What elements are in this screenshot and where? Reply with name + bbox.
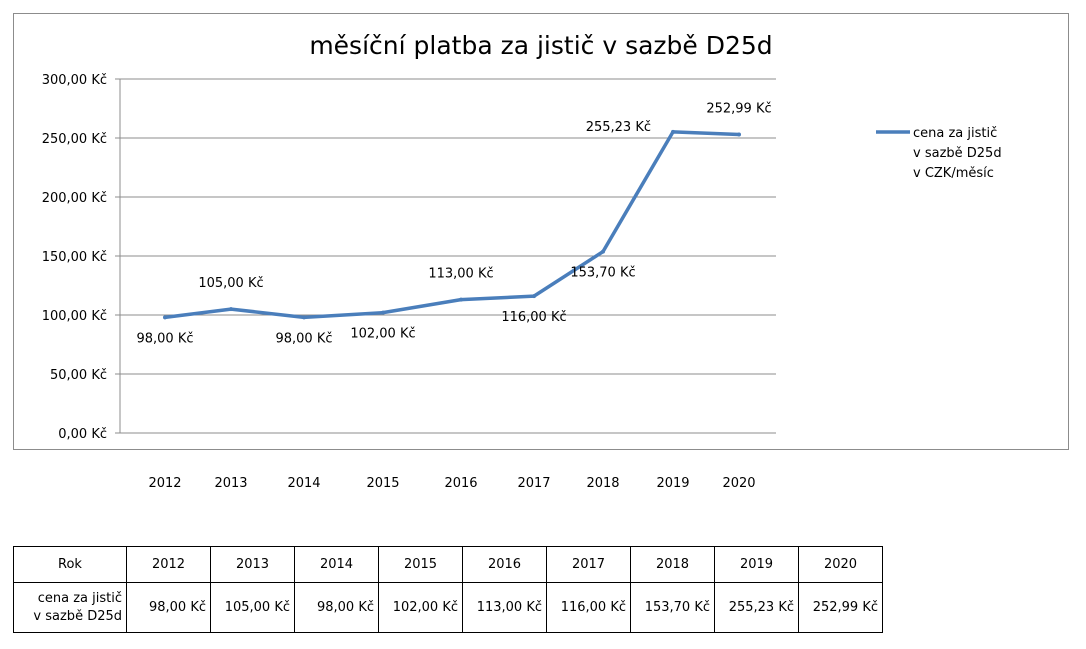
legend-label: v sazbě D25d [913,146,1002,161]
data-label: 105,00 Kč [198,276,263,291]
table-year-cell: 2020 [798,546,883,583]
table-value-cell: 116,00 Kč [546,582,631,633]
data-point [229,307,233,312]
table-row-label: cena za jistič v sazbě D25d [13,582,127,633]
x-tick-label: 2020 [722,476,755,491]
chart-title: měsíční platba za jistič v sazbě D25d [309,31,772,60]
x-tick-label: 2014 [287,476,320,491]
table-year-cell: 2016 [462,546,547,583]
data-label: 255,23 Kč [586,120,651,135]
table-year-cell: 2017 [546,546,631,583]
y-tick-label: 300,00 Kč [42,73,107,88]
table-value-cell: 105,00 Kč [210,582,295,633]
data-point [459,297,463,302]
y-tick-label: 50,00 Kč [50,368,107,383]
y-tick-label: 150,00 Kč [42,250,107,265]
x-tick-label: 2015 [366,476,399,491]
data-point [532,294,536,299]
data-point [737,132,741,137]
legend-label: v CZK/měsíc [913,166,994,181]
line-chart: měsíční platba za jistič v sazbě D25d 0,… [42,31,1002,491]
table-value-cell: 98,00 Kč [126,582,211,633]
data-point [163,315,167,320]
y-tick-label: 250,00 Kč [42,132,107,147]
table-value-cell: 98,00 Kč [294,582,379,633]
table-year-cell: 2014 [294,546,379,583]
table-row-label-line: cena za jistič [37,590,122,606]
y-tick-label: 100,00 Kč [42,309,107,324]
data-label: 153,70 Kč [570,266,635,281]
x-tick-label: 2016 [444,476,477,491]
table-value-cell: 113,00 Kč [462,582,547,633]
table-value-cell: 252,99 Kč [798,582,883,633]
table-value-cell: 153,70 Kč [630,582,715,633]
data-point [302,315,306,320]
table-value-cell: 102,00 Kč [378,582,463,633]
table-value-row: cena za jistič v sazbě D25d 98,00 Kč 105… [13,582,883,633]
data-label: 98,00 Kč [136,331,193,346]
table-year-cell: 2013 [210,546,295,583]
data-point [601,249,605,254]
data-label: 252,99 Kč [706,101,771,116]
table-year-cell: 2015 [378,546,463,583]
chart-frame [13,13,1069,450]
x-tick-label: 2018 [586,476,619,491]
x-tick-label: 2019 [656,476,689,491]
data-label: 102,00 Kč [350,327,415,342]
table-header-label: Rok [13,546,127,583]
y-tick-label: 200,00 Kč [42,191,107,206]
data-point [671,129,675,134]
x-tick-label: 2013 [214,476,247,491]
data-label: 116,00 Kč [501,310,566,325]
table-row-label-line: v sazbě D25d [33,608,122,624]
table-header-row: Rok 2012 2013 2014 2015 2016 2017 2018 2… [13,546,883,583]
table-year-cell: 2012 [126,546,211,583]
x-tick-label: 2017 [517,476,550,491]
table-value-cell: 255,23 Kč [714,582,799,633]
data-point [381,310,385,315]
data-label: 98,00 Kč [275,331,332,346]
table-year-cell: 2018 [630,546,715,583]
legend-label: cena za jistič [913,126,997,141]
x-tick-label: 2012 [148,476,181,491]
y-tick-label: 0,00 Kč [58,427,107,442]
table-year-cell: 2019 [714,546,799,583]
data-label: 113,00 Kč [428,267,493,282]
data-table: Rok 2012 2013 2014 2015 2016 2017 2018 2… [13,546,883,633]
